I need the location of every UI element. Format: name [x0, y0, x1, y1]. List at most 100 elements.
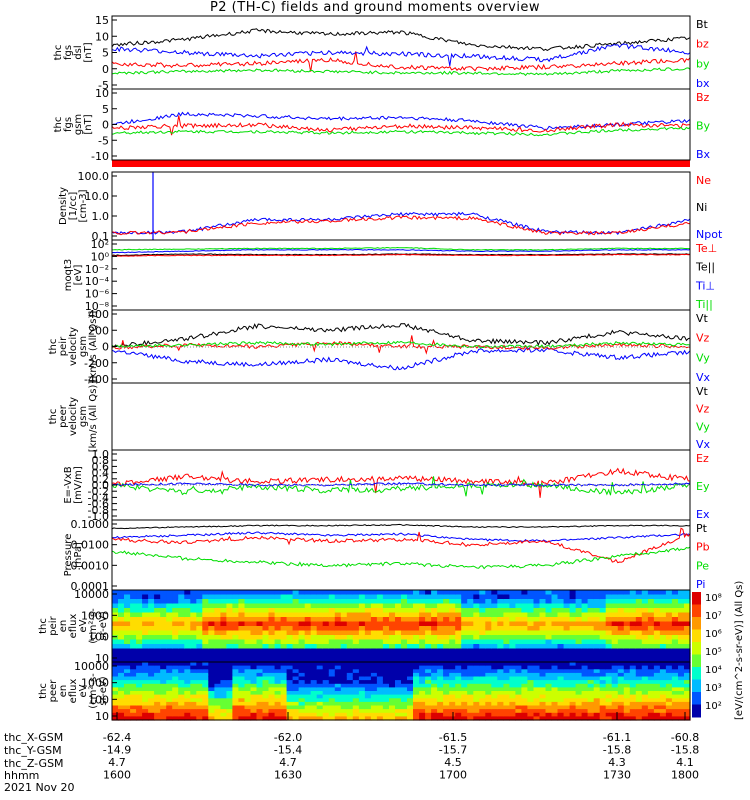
spectrogram-cell [395, 635, 402, 641]
spectrogram-cell [298, 630, 306, 636]
spectrogram-cell [479, 590, 486, 596]
spectrogram-cell [515, 676, 522, 681]
spectrogram-cell [551, 712, 559, 717]
spectrogram-cell [250, 698, 258, 703]
spectrogram-cell [232, 603, 239, 609]
spectrogram-cell [130, 630, 137, 636]
legend-item: Ey [696, 480, 710, 493]
spectrogram-cell [238, 691, 245, 696]
spectrogram-cell [310, 608, 318, 614]
spectrogram-cell [545, 694, 553, 699]
spectrogram-cell [401, 662, 408, 667]
spectrogram-cell [665, 672, 673, 678]
spectrogram-cell [178, 716, 185, 721]
spectrogram-cell [389, 630, 396, 636]
legend-item: Ez [696, 452, 709, 465]
spectrogram-cell [467, 608, 474, 614]
spectrogram-cell [389, 648, 396, 654]
spectrogram-cell [461, 712, 468, 717]
spectrogram-cell [521, 709, 528, 714]
spectrogram-cell [581, 669, 589, 674]
spectrogram-cell [659, 617, 667, 623]
spectrogram-cell [274, 617, 282, 623]
spectrogram-cell [545, 653, 553, 659]
spectrogram-cell [419, 635, 426, 641]
spectrogram-cell [352, 716, 360, 721]
spectrogram-cell [304, 662, 312, 667]
spectrogram-cell [148, 617, 155, 623]
spectrogram-cell [611, 691, 619, 696]
spectrogram-cell [443, 694, 450, 699]
spectrogram-cell [244, 676, 252, 681]
spectrogram-cell [184, 672, 191, 678]
spectrogram-cell [130, 599, 137, 605]
spectrogram-cell [659, 672, 667, 678]
spectrogram-cell [629, 669, 637, 674]
spectrogram-cell [130, 687, 137, 692]
spectrogram-cell [533, 694, 541, 699]
spectrogram-cell [334, 712, 342, 717]
spectrogram-cell [545, 590, 553, 596]
spectrogram-cell [533, 669, 541, 674]
spectrogram-cell [238, 680, 245, 685]
spectrogram-cell [118, 635, 125, 641]
spectrogram-cell [653, 683, 661, 688]
spectrogram-cell [485, 644, 492, 650]
spectrogram-cell [665, 662, 673, 667]
spectrogram-cell [286, 683, 294, 688]
spectrogram-cell [509, 599, 516, 605]
spectrogram-cell [497, 599, 504, 605]
panel-frame [111, 382, 691, 451]
spectrogram-cell [395, 612, 402, 618]
y-tick-label: 10000 [74, 660, 109, 673]
spectrogram-cell [431, 669, 438, 674]
spectrogram-cell [539, 621, 547, 627]
spectrogram-cell [340, 653, 348, 659]
spectrogram-cell [208, 705, 215, 710]
spectrogram-cell [268, 698, 276, 703]
spectrogram-cell [503, 599, 510, 605]
spectrogram-cell [328, 687, 336, 692]
spectrogram-cell [232, 662, 239, 667]
spectrogram-cell [190, 665, 197, 670]
spectrogram-cell [419, 665, 426, 670]
spectrogram-cell [178, 712, 185, 717]
spectrogram-cell [611, 635, 619, 641]
spectrogram-cell [437, 612, 444, 618]
y-tick-label: 1000 [81, 677, 109, 690]
spectrogram-cell [527, 683, 534, 688]
spectrogram-cell [389, 683, 396, 688]
spectrogram-cell [678, 603, 685, 609]
spectrogram-cell [286, 653, 294, 659]
spectrogram-cell [684, 630, 691, 636]
spectrogram-cell [178, 665, 185, 670]
spectrogram-cell [684, 648, 691, 654]
spectrogram-cell [431, 709, 438, 714]
spectrogram-cell [214, 657, 221, 663]
spectrogram-cell [563, 635, 571, 641]
y-tick-label: 0.0100 [71, 539, 110, 552]
spectrogram-cell [407, 648, 414, 654]
spectrogram-cell [413, 644, 420, 650]
spectrogram-cell [461, 680, 468, 685]
spectrogram-cell [274, 672, 282, 678]
spectrogram-cell [268, 716, 276, 721]
spectrogram-cell [503, 691, 510, 696]
spectrogram-cell [647, 630, 655, 636]
spectrogram-cell [647, 608, 655, 614]
spectrogram-cell [286, 687, 294, 692]
spectrogram-cell [647, 599, 655, 605]
spectrogram-cell [364, 603, 372, 609]
spectrogram-cell [142, 694, 149, 699]
spectrogram-cell [298, 648, 306, 654]
spectrogram-cell [304, 680, 312, 685]
spectrogram-cell [605, 683, 613, 688]
spectrogram-cell [250, 630, 258, 636]
spectrogram-cell [184, 665, 191, 670]
spectrogram-cell [678, 657, 685, 663]
spectrogram-cell [647, 648, 655, 654]
spectrogram-cell [346, 665, 354, 670]
spectrogram-cell [533, 709, 541, 714]
spectrogram-cell [358, 626, 366, 632]
spectrogram-cell [214, 716, 221, 721]
